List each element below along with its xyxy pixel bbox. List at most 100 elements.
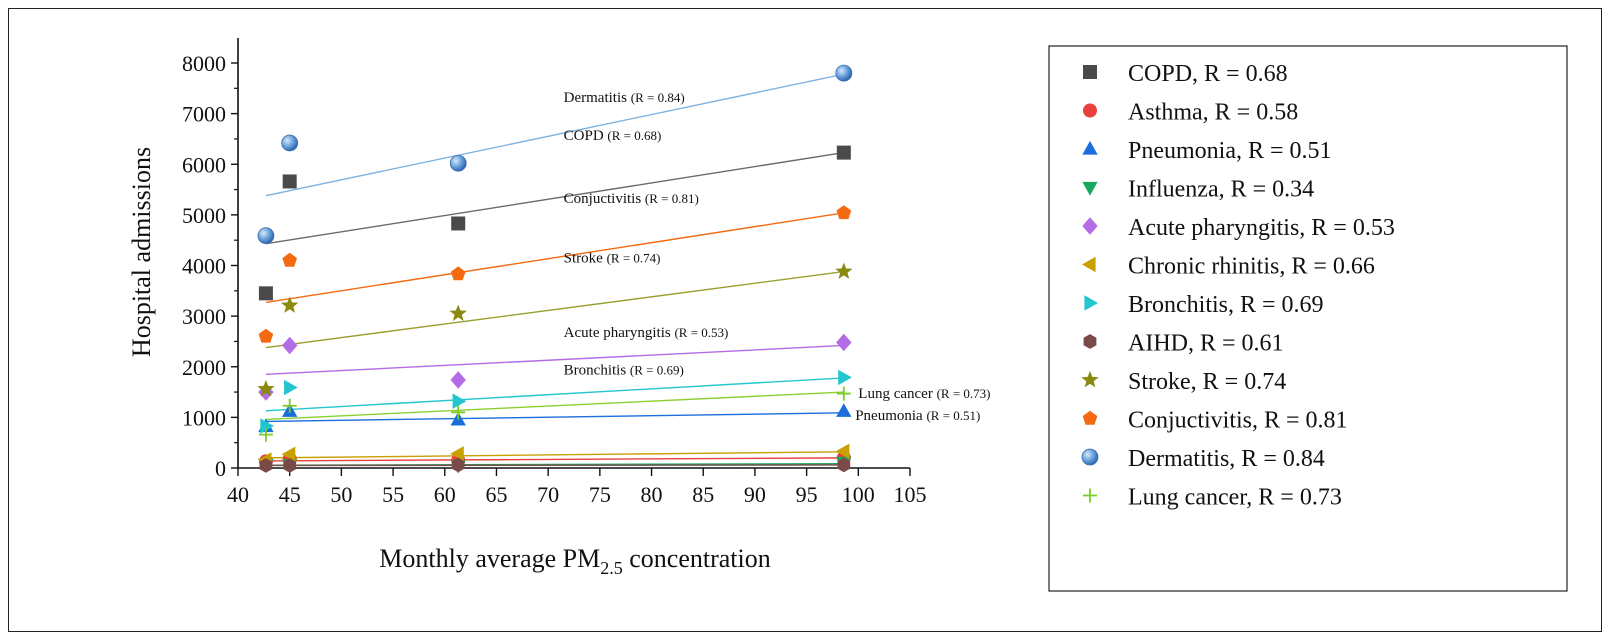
- bronchitis-point: [260, 418, 274, 434]
- conjuctivitis-point: [836, 205, 852, 220]
- copd-fit-line: [265, 151, 844, 245]
- legend-marker-asthma: [1083, 103, 1097, 118]
- legend-label-pneumonia: Pneumonia, R = 0.51: [1128, 138, 1332, 164]
- conjuctivitis-point: [258, 328, 274, 343]
- lung-cancer-point: [836, 386, 851, 401]
- legend-marker-pneumonia: [1082, 140, 1098, 155]
- x-tick-label: 95: [796, 482, 818, 507]
- legend-label-aihd: AIHD, R = 0.61: [1128, 331, 1284, 357]
- x-tick-label: 100: [842, 482, 875, 507]
- chronic-rhinitis-point: [450, 446, 464, 462]
- legend-marker-conjuctivitis: [1082, 410, 1098, 425]
- legend-marker-bronchitis: [1084, 295, 1098, 311]
- lung-cancer-fit-line: [265, 391, 844, 421]
- copd-point: [836, 145, 851, 160]
- x-tick-label: 85: [692, 482, 714, 507]
- aihd-point: [837, 457, 851, 473]
- dermatitis-point: [835, 64, 853, 82]
- y-tick-label: 0: [215, 456, 226, 481]
- legend-label-chronic-rhinitis: Chronic rhinitis, R = 0.66: [1128, 254, 1375, 280]
- regression-lines: [265, 73, 844, 467]
- stroke-point: [281, 296, 299, 313]
- legend-label-dermatitis: Dermatitis, R = 0.84: [1128, 446, 1325, 472]
- dermatitis-fit-label: Dermatitis (R = 0.84): [564, 90, 685, 106]
- stroke-point: [835, 262, 853, 279]
- regression-labels: COPD (R = 0.68) Pneumonia (R = 0.51) Acute…: [564, 90, 991, 424]
- legend-label-bronchitis: Bronchitis, R = 0.69: [1128, 292, 1324, 318]
- legend-label-acute-pharyngitis: Acute pharyngitis, R = 0.53: [1128, 215, 1395, 241]
- dermatitis-fit-line: [265, 73, 844, 197]
- y-tick-label: 8000: [182, 51, 226, 76]
- x-tick-label: 40: [227, 482, 249, 507]
- stroke-fit-label: Stroke (R = 0.74): [564, 250, 661, 266]
- pneumonia-fit-label: Pneumonia (R = 0.51): [855, 408, 980, 424]
- legend-marker-copd: [1083, 65, 1097, 79]
- dermatitis-point: [281, 134, 299, 152]
- pneumonia-point: [836, 403, 852, 417]
- aihd-point: [259, 458, 273, 473]
- figure-frame: [8, 8, 1602, 632]
- acute-pharyngitis-point: [450, 371, 466, 389]
- x-axis-title: Monthly average PM2.5 concentration: [379, 544, 770, 578]
- copd-point: [451, 216, 466, 231]
- y-tick-label: 6000: [182, 152, 226, 177]
- x-tick-label: 70: [537, 482, 559, 507]
- x-tick-label: 90: [744, 482, 766, 507]
- y-tick-label: 1000: [182, 405, 226, 430]
- x-tick-label: 65: [485, 482, 507, 507]
- y-tick-label: 4000: [182, 254, 226, 279]
- conjuctivitis-point: [450, 266, 466, 281]
- legend-label-asthma: Asthma, R = 0.58: [1128, 100, 1298, 126]
- legend: COPD, R = 0.68 Asthma, R = 0.58 Pneumonia,…: [1048, 45, 1568, 592]
- copd-point: [258, 286, 273, 301]
- conjuctivitis-fit-label: Conjuctivitis (R = 0.81): [564, 191, 699, 207]
- copd-fit-label: COPD (R = 0.68): [564, 128, 662, 144]
- conjuctivitis-point: [282, 252, 297, 267]
- y-tick-label: 7000: [182, 102, 226, 127]
- legend-label-lung-cancer: Lung cancer, R = 0.73: [1128, 485, 1342, 511]
- lung-cancer-point: [451, 405, 466, 420]
- x-tick-label: 45: [279, 482, 301, 507]
- y-tick-label: 3000: [182, 304, 226, 329]
- stroke-point: [449, 304, 467, 321]
- aihd-point: [451, 457, 465, 473]
- legend-marker-chronic-rhinitis: [1082, 256, 1096, 273]
- legend-label-influenza: Influenza, R = 0.34: [1128, 177, 1314, 203]
- acute-pharyngitis-point: [836, 333, 852, 352]
- legend-marker-lung-cancer: [1083, 488, 1097, 503]
- x-tick-label: 75: [589, 482, 611, 507]
- bronchitis-fit-label: Bronchitis (R = 0.69): [564, 362, 684, 378]
- x-tick-label: 105: [894, 482, 927, 507]
- stroke-point: [257, 379, 275, 397]
- legend-marker-influenza: [1082, 181, 1098, 196]
- lung-cancer-point: [258, 427, 273, 442]
- legend-marker-dermatitis: [1081, 448, 1099, 466]
- axes: 0 1000 2000 3000 4000 5000 6000 7000 8000 40 45 50 5…: [182, 38, 927, 507]
- legend-marker-acute-pharyngitis: [1082, 217, 1098, 235]
- data-points: [257, 64, 853, 474]
- legend-box: [1048, 45, 1568, 592]
- bronchitis-point: [284, 379, 298, 396]
- dermatitis-point: [257, 227, 275, 245]
- dermatitis-point: [449, 154, 467, 172]
- bronchitis-fit-line: [265, 377, 844, 412]
- y-tick-label: 5000: [182, 203, 226, 228]
- x-tick-label: 50: [330, 482, 352, 507]
- copd-point: [282, 174, 297, 189]
- bronchitis-point: [452, 393, 467, 409]
- acute-pharyngitis-fit-label: Acute pharyngitis (R = 0.53): [564, 325, 729, 341]
- acute-pharyngitis-point: [282, 336, 298, 355]
- aihd-fit-line: [265, 464, 844, 467]
- lung-cancer-fit-label: Lung cancer (R = 0.73): [858, 386, 990, 402]
- x-tick-label: 80: [641, 482, 663, 507]
- lung-cancer-point: [282, 398, 297, 413]
- legend-label-stroke: Stroke, R = 0.74: [1128, 369, 1286, 395]
- chronic-rhinitis-point: [281, 446, 296, 462]
- asthma-fit-line: [265, 457, 844, 462]
- stroke-fit-line: [265, 270, 844, 349]
- legend-marker-stroke: [1081, 370, 1099, 388]
- x-tick-label: 60: [434, 482, 456, 507]
- acute-pharyngitis-fit-line: [265, 344, 844, 376]
- chronic-rhinitis-point: [835, 443, 850, 459]
